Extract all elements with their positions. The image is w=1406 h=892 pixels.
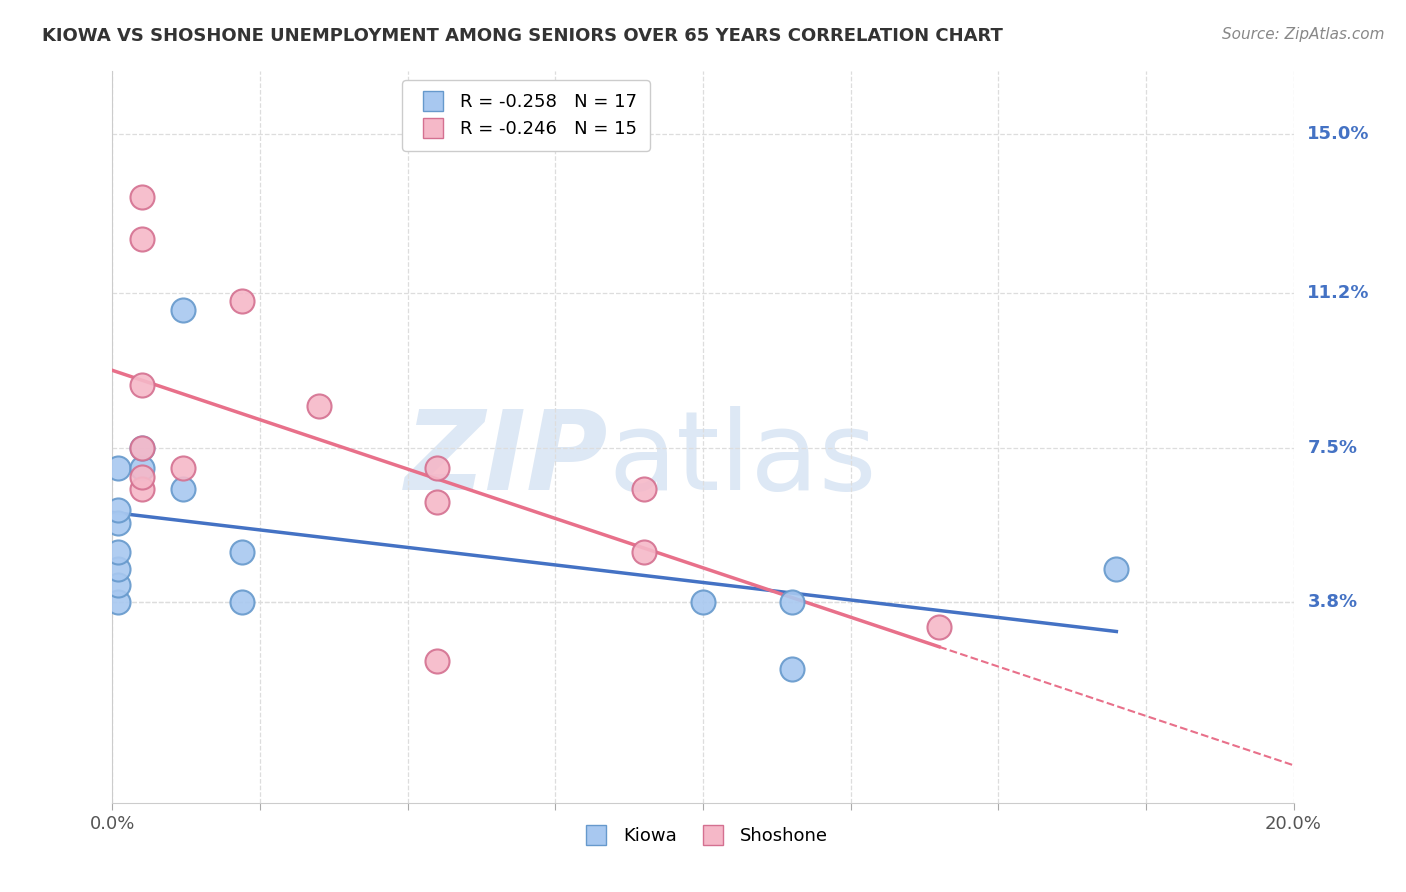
- Text: 3.8%: 3.8%: [1308, 593, 1358, 611]
- Point: [107, 461, 129, 475]
- Point: [692, 595, 714, 609]
- Point: [172, 483, 194, 497]
- Point: [131, 461, 153, 475]
- Text: 11.2%: 11.2%: [1308, 284, 1369, 301]
- Point: [131, 470, 153, 484]
- Text: atlas: atlas: [609, 406, 877, 513]
- Point: [107, 503, 129, 517]
- Point: [231, 595, 253, 609]
- Point: [172, 461, 194, 475]
- Point: [131, 441, 153, 455]
- Point: [231, 545, 253, 559]
- Point: [426, 461, 449, 475]
- Text: Source: ZipAtlas.com: Source: ZipAtlas.com: [1222, 27, 1385, 42]
- Point: [131, 190, 153, 204]
- Point: [107, 578, 129, 592]
- Point: [633, 545, 655, 559]
- Point: [107, 516, 129, 530]
- Text: KIOWA VS SHOSHONE UNEMPLOYMENT AMONG SENIORS OVER 65 YEARS CORRELATION CHART: KIOWA VS SHOSHONE UNEMPLOYMENT AMONG SEN…: [42, 27, 1002, 45]
- Point: [426, 495, 449, 509]
- Point: [308, 399, 330, 413]
- Point: [231, 294, 253, 309]
- Point: [633, 483, 655, 497]
- Point: [1105, 562, 1128, 576]
- Point: [131, 483, 153, 497]
- Point: [107, 545, 129, 559]
- Point: [131, 441, 153, 455]
- Point: [107, 595, 129, 609]
- Point: [780, 662, 803, 676]
- Point: [172, 302, 194, 317]
- Point: [107, 562, 129, 576]
- Text: 7.5%: 7.5%: [1308, 439, 1357, 457]
- Point: [131, 231, 153, 245]
- Point: [780, 595, 803, 609]
- Point: [928, 620, 950, 634]
- Point: [426, 654, 449, 668]
- Legend: Kiowa, Shoshone: Kiowa, Shoshone: [571, 820, 835, 852]
- Point: [131, 377, 153, 392]
- Text: ZIP: ZIP: [405, 406, 609, 513]
- Text: 15.0%: 15.0%: [1308, 125, 1369, 143]
